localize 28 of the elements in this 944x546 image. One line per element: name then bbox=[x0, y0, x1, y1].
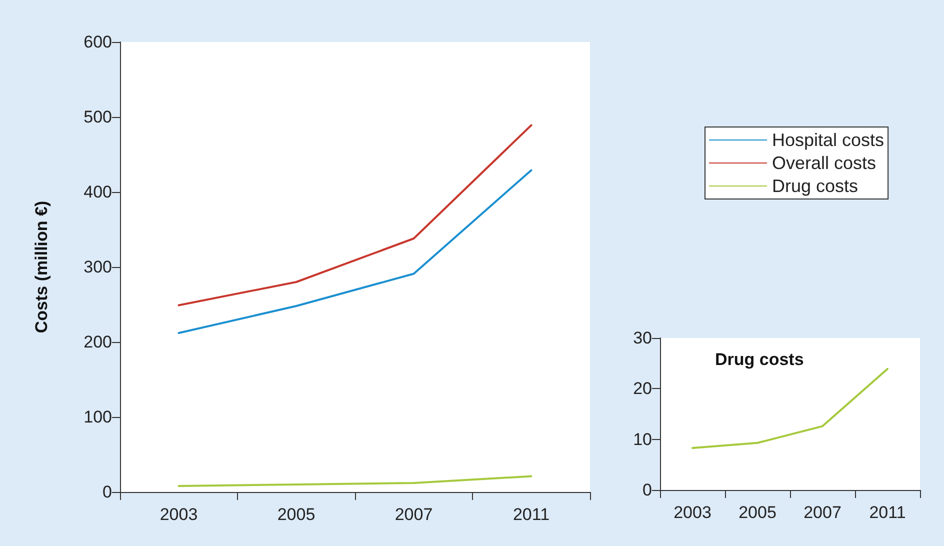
y-tick-label: 30 bbox=[633, 328, 652, 348]
text: Drug costs bbox=[715, 350, 804, 369]
line-series bbox=[178, 475, 532, 487]
line-series bbox=[692, 368, 888, 449]
x-tick-label: 2005 bbox=[738, 503, 776, 522]
y-tick-label: 0 bbox=[102, 482, 112, 502]
x-tick-label: 2007 bbox=[394, 505, 433, 524]
x-tick-label: 2005 bbox=[277, 505, 316, 524]
y-tick-label: 20 bbox=[633, 379, 652, 398]
y-tick-label: 600 bbox=[84, 32, 112, 52]
y-tick-label: 10 bbox=[633, 430, 652, 449]
x-tick-label: 2003 bbox=[674, 503, 712, 522]
legend-label: Drug costs bbox=[772, 176, 858, 196]
legend-label: Overall costs bbox=[772, 153, 876, 173]
line-series bbox=[178, 124, 532, 306]
y-tick-label: 300 bbox=[84, 258, 112, 276]
x-tick-label: 2011 bbox=[512, 505, 550, 524]
x-tick-label: 2011 bbox=[869, 503, 906, 522]
legend-label: Hospital costs bbox=[772, 130, 884, 150]
y-axis-title: Costs (million €) bbox=[32, 200, 51, 334]
y-tick-label: 0 bbox=[642, 480, 652, 500]
y-tick-label: 100 bbox=[84, 408, 112, 426]
x-tick-label: 2003 bbox=[160, 505, 198, 524]
y-tick-label: 200 bbox=[84, 332, 112, 352]
y-tick-label: 500 bbox=[84, 108, 112, 126]
line-series bbox=[178, 169, 532, 334]
y-tick-label: 400 bbox=[84, 182, 112, 202]
x-tick-label: 2007 bbox=[804, 503, 842, 522]
